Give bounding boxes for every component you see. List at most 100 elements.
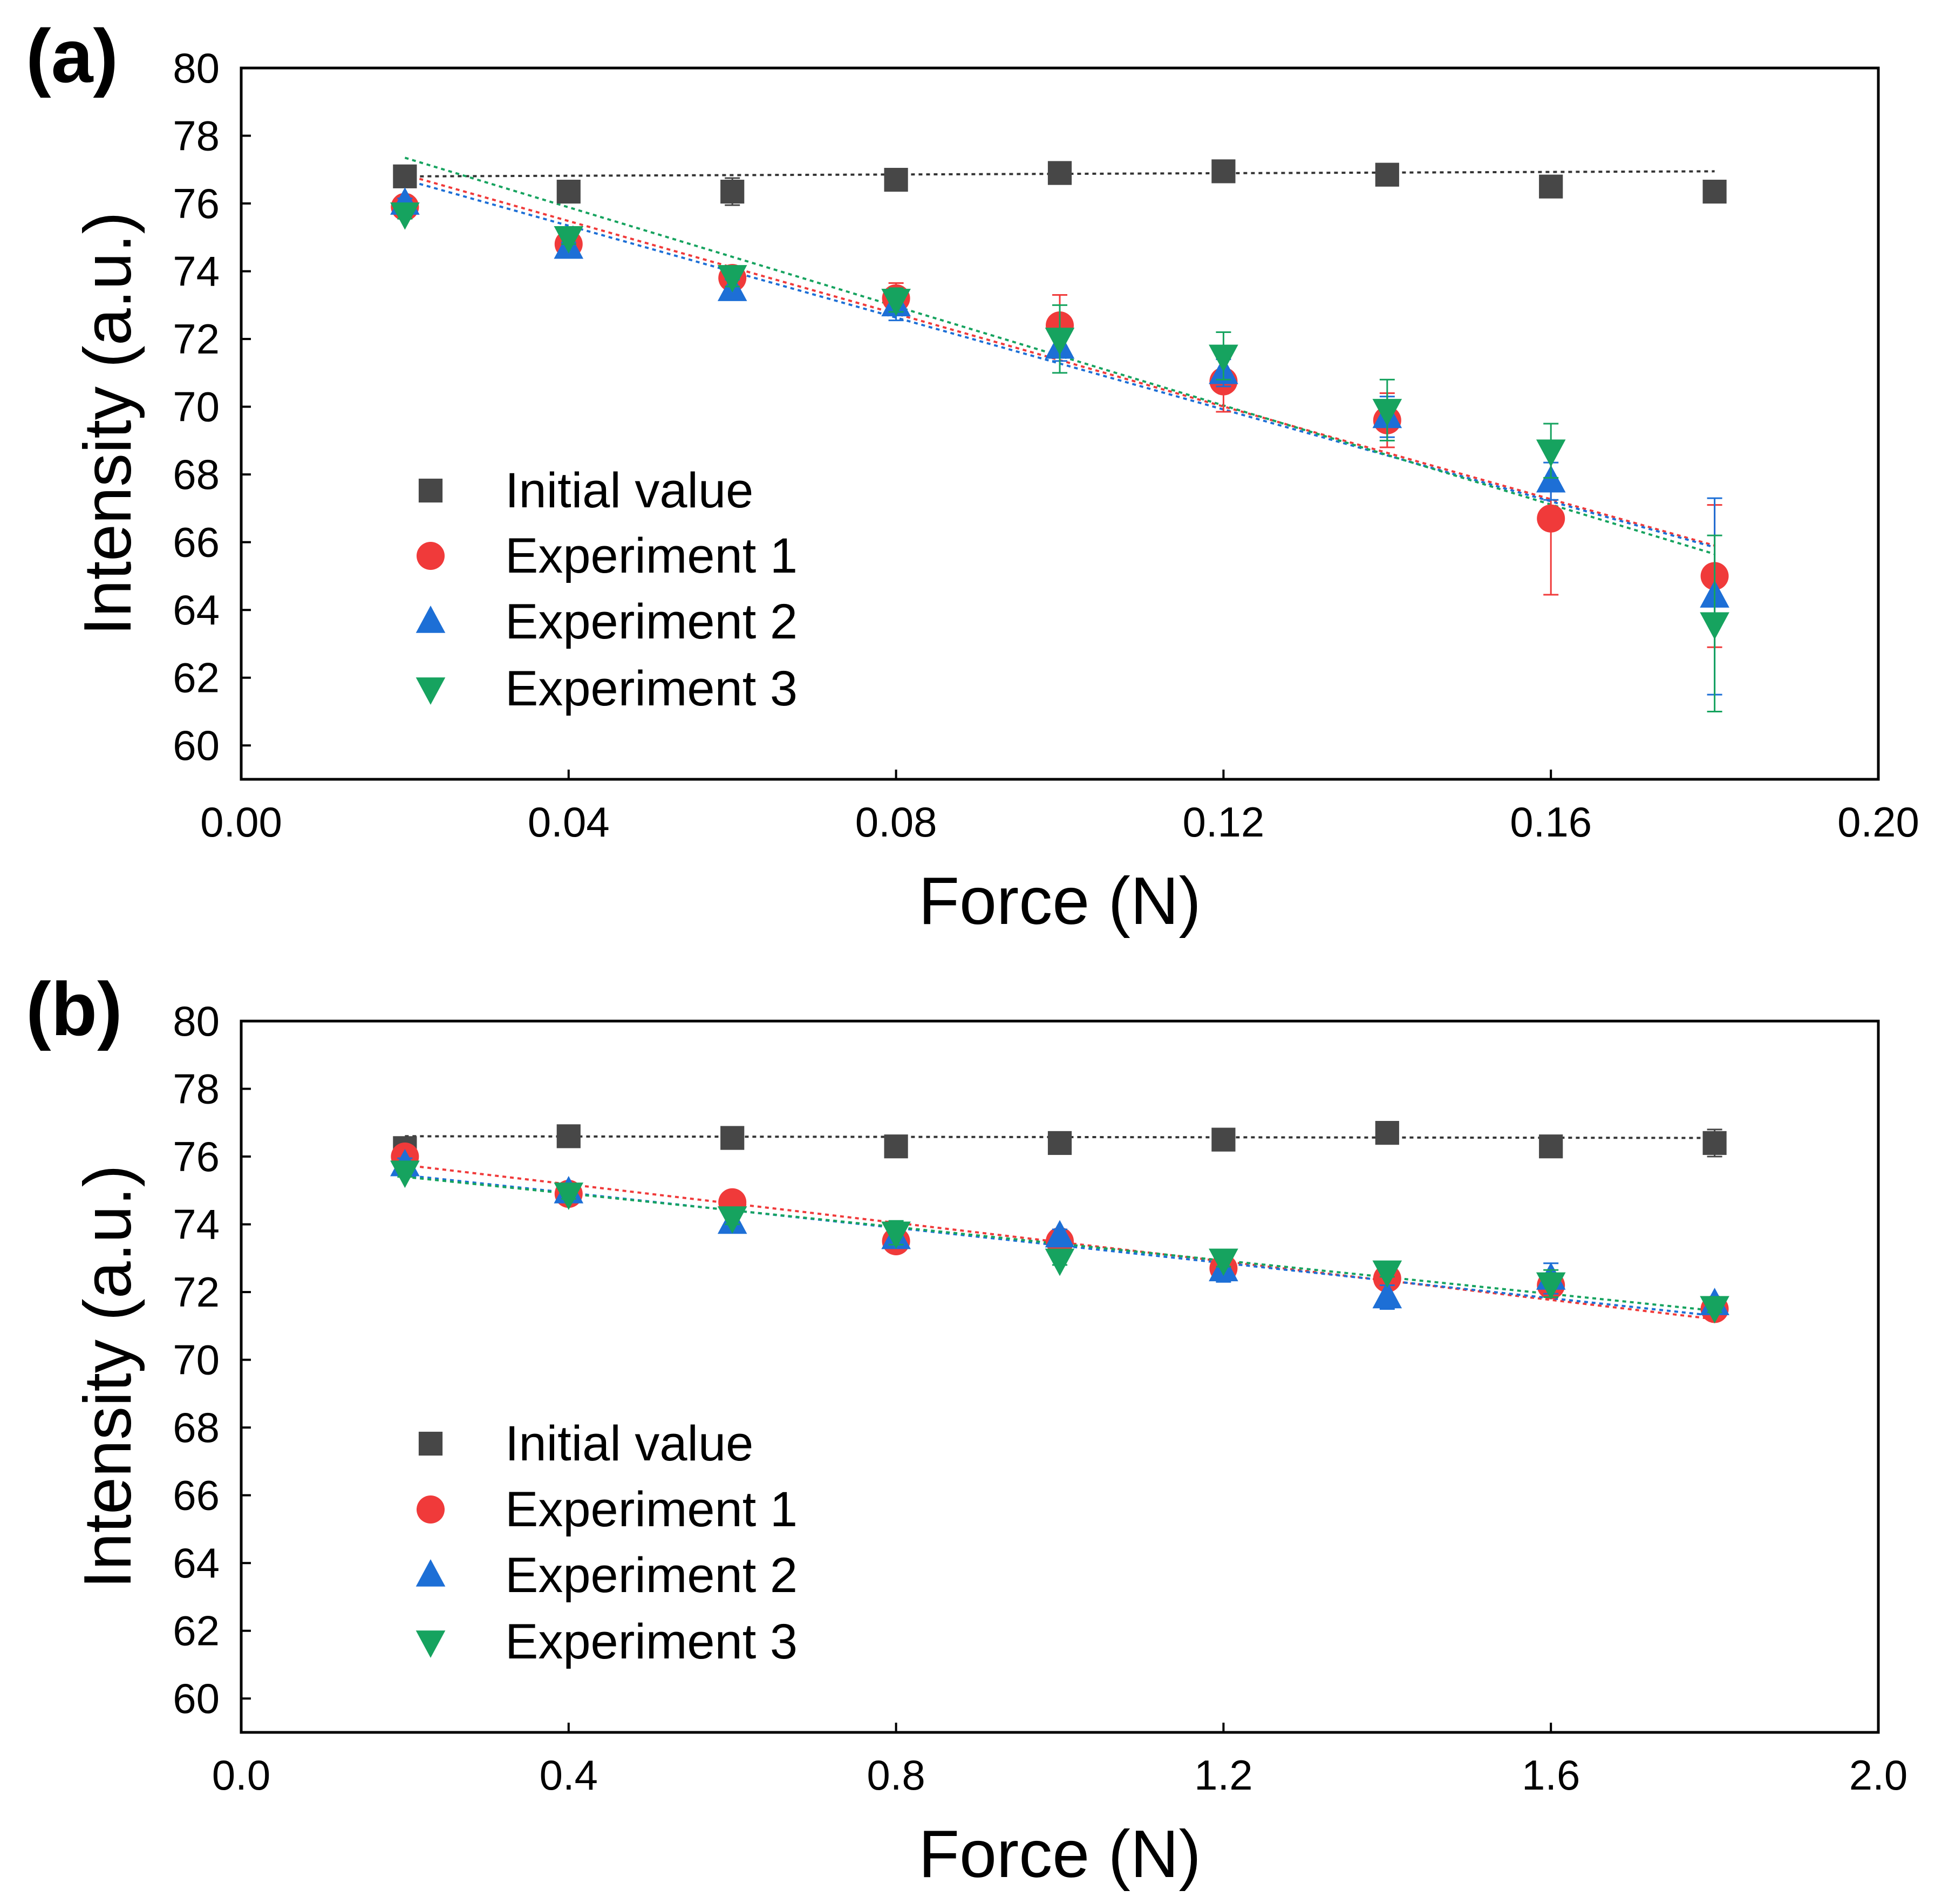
legend-symbol-experiment-2 xyxy=(415,1559,446,1587)
data-point-initial-value xyxy=(1047,1131,1072,1155)
data-point-experiment-3 xyxy=(1372,1260,1402,1288)
y-tick-label: 80 xyxy=(173,44,220,92)
data-point-initial-value xyxy=(556,1124,581,1148)
data-point-experiment-3 xyxy=(717,1206,747,1234)
x-tick-label: 0.12 xyxy=(1182,798,1264,846)
data-point-initial-value xyxy=(556,179,581,204)
x-tick-label: 0.4 xyxy=(540,1751,598,1799)
panel-label: (a) xyxy=(26,13,118,98)
legend-label-initial-value: Initial value xyxy=(505,463,753,518)
data-point-initial-value xyxy=(1047,161,1072,185)
data-point-experiment-3 xyxy=(1209,1248,1238,1276)
ticks: 0.0 0.4 0.8 1.2 1.6 2.0 60 62 64 66 68 70 72 74 76 78 80 xyxy=(173,997,1907,1799)
legend: Initial value Experiment 1 Experiment 2 … xyxy=(415,1416,798,1669)
data-point-initial-value xyxy=(1375,1121,1399,1145)
data-point-initial-value xyxy=(1211,159,1236,183)
legend-label-experiment-2: Experiment 2 xyxy=(505,594,798,649)
legend-label-experiment-1: Experiment 1 xyxy=(505,1482,798,1537)
panel-label: (b) xyxy=(26,967,122,1051)
data-point-experiment-3 xyxy=(1372,399,1402,426)
x-tick-label: 0.04 xyxy=(528,798,610,846)
y-tick-label: 74 xyxy=(173,248,220,295)
data-point-initial-value xyxy=(1539,1134,1563,1159)
x-tick-label: 1.2 xyxy=(1194,1751,1252,1799)
legend-label-initial-value: Initial value xyxy=(505,1416,753,1471)
legend: Initial value Experiment 1 Experiment 2 … xyxy=(415,463,798,716)
data-point-experiment-3 xyxy=(390,1160,420,1188)
y-tick-label: 76 xyxy=(173,1133,220,1180)
y-tick-label: 72 xyxy=(173,1268,220,1316)
x-tick-label: 0.08 xyxy=(855,798,937,846)
x-tick-label: 0.16 xyxy=(1510,798,1592,846)
y-tick-label: 78 xyxy=(173,112,220,160)
y-axis-title: Intensity (a.u.) xyxy=(71,212,145,636)
legend-symbol-experiment-1 xyxy=(417,1495,445,1524)
data-point-initial-value xyxy=(1702,1131,1727,1155)
y-tick-label: 62 xyxy=(173,654,220,702)
data-point-initial-value xyxy=(1211,1127,1236,1152)
legend-marker-experiment-1 xyxy=(417,542,445,570)
legend-label-experiment-2: Experiment 2 xyxy=(505,1548,798,1603)
data-point-experiment-3 xyxy=(717,265,747,293)
y-tick-label: 70 xyxy=(173,383,220,431)
y-tick-label: 66 xyxy=(173,519,220,566)
data-point-experiment-2 xyxy=(1536,465,1566,493)
ticks: 0.00 0.04 0.08 0.12 0.16 0.20 60 62 64 66 68 70 72 74… xyxy=(173,44,1919,846)
data-point-experiment-3 xyxy=(390,202,420,230)
data-point-initial-value xyxy=(884,1134,908,1159)
data-point-initial-value xyxy=(393,164,417,188)
x-tick-label: 1.6 xyxy=(1522,1751,1580,1799)
y-tick-label: 80 xyxy=(173,997,220,1045)
y-tick-label: 62 xyxy=(173,1607,220,1655)
data-point-initial-value xyxy=(884,168,908,192)
data-point-experiment-3 xyxy=(1045,328,1075,355)
data-point-experiment-3 xyxy=(881,289,911,316)
fit-line-initial-value xyxy=(405,170,1715,178)
data-point-experiment-2 xyxy=(1045,1220,1075,1248)
panel-b: (b) Force (N) Intensity (a.u.) 0.0 0.4 0.8… xyxy=(26,967,1907,1892)
y-tick-label: 70 xyxy=(173,1336,220,1384)
data-point-experiment-1 xyxy=(1537,504,1565,533)
plot-frame xyxy=(240,66,1880,781)
y-tick-label: 64 xyxy=(173,1539,220,1587)
legend-marker-experiment-2 xyxy=(415,606,446,633)
data-point-initial-value xyxy=(1539,174,1563,199)
x-tick-label: 2.0 xyxy=(1849,1751,1907,1799)
y-tick-label: 72 xyxy=(173,315,220,363)
data-point-experiment-3 xyxy=(1536,1272,1566,1300)
legend-marker-initial-value xyxy=(418,1431,443,1456)
panel-a: (a) Force (N) Intensity (a.u.) 0.00 0.04 0… xyxy=(26,13,1919,939)
y-tick-label: 68 xyxy=(173,1404,220,1451)
data-point-experiment-3 xyxy=(554,226,584,254)
y-tick-label: 78 xyxy=(173,1065,220,1113)
data-marks xyxy=(390,1121,1729,1324)
data-point-initial-value xyxy=(720,179,745,204)
data-marks xyxy=(390,159,1729,712)
x-tick-label: 0.8 xyxy=(867,1751,925,1799)
data-point-initial-value xyxy=(1375,162,1399,187)
x-tick-label: 0.0 xyxy=(212,1751,270,1799)
x-axis-title: Force (N) xyxy=(918,864,1201,939)
legend-marker-experiment-2 xyxy=(415,1559,446,1587)
legend-symbol-initial-value xyxy=(418,478,443,503)
data-point-experiment-3 xyxy=(881,1221,911,1249)
legend-marker-experiment-3 xyxy=(415,1630,446,1658)
data-point-initial-value xyxy=(720,1126,745,1150)
y-tick-label: 76 xyxy=(173,180,220,227)
legend-symbol-experiment-3 xyxy=(415,1630,446,1658)
plot-frame xyxy=(240,1019,1880,1734)
y-tick-label: 68 xyxy=(173,451,220,498)
legend-marker-experiment-1 xyxy=(417,1495,445,1524)
data-point-initial-value xyxy=(1702,179,1727,204)
x-tick-label: 0.20 xyxy=(1837,798,1919,846)
legend-symbol-experiment-1 xyxy=(417,542,445,570)
y-tick-label: 60 xyxy=(173,1675,220,1722)
legend-label-experiment-1: Experiment 1 xyxy=(505,528,798,583)
data-point-experiment-3 xyxy=(1700,612,1729,640)
data-point-experiment-3 xyxy=(554,1182,584,1210)
legend-marker-initial-value xyxy=(418,478,443,503)
legend-label-experiment-3: Experiment 3 xyxy=(505,661,798,716)
x-tick-label: 0.00 xyxy=(200,798,282,846)
y-tick-label: 64 xyxy=(173,586,220,634)
